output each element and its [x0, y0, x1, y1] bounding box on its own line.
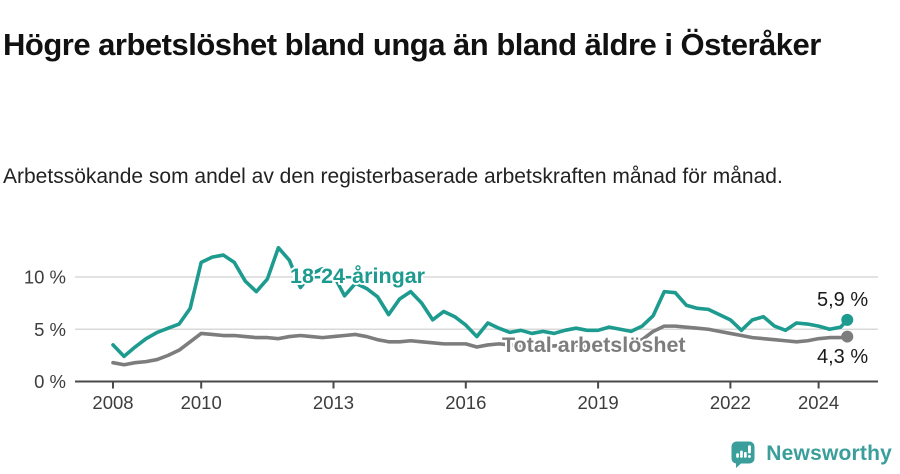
series-label-youth: 18-24-åringar [290, 264, 426, 288]
brand-name: Newsworthy [766, 441, 892, 465]
page-title: Högre arbetslöshet bland unga än bland ä… [3, 26, 821, 62]
svg-text:2016: 2016 [445, 392, 486, 413]
svg-text:10 %: 10 % [24, 267, 66, 288]
series-label-total: Total arbetslöshet [502, 333, 686, 357]
end-value-label-total: 4,3 % [817, 346, 868, 368]
newsworthy-bubble-chart-icon [731, 441, 755, 468]
svg-text:2024: 2024 [798, 392, 839, 413]
series-lines [111, 245, 850, 367]
svg-text:2022: 2022 [710, 392, 751, 413]
svg-text:2008: 2008 [92, 392, 133, 413]
page-subtitle: Arbetssökande som andel av den registerb… [3, 165, 783, 188]
y-axis-labels: 0 % 5 % 10 % [24, 267, 66, 393]
svg-text:2010: 2010 [181, 392, 222, 413]
svg-text:0 %: 0 % [34, 371, 66, 392]
end-value-label-youth: 5,9 % [817, 289, 868, 311]
svg-text:2013: 2013 [313, 392, 354, 413]
series-end-dots [841, 313, 854, 343]
svg-text:5 %: 5 % [34, 319, 66, 340]
brand-footer: Newsworthy [729, 439, 892, 468]
x-axis: 2008 2010 2013 2016 2019 2022 2024 [75, 380, 878, 413]
svg-text:2019: 2019 [578, 392, 619, 413]
